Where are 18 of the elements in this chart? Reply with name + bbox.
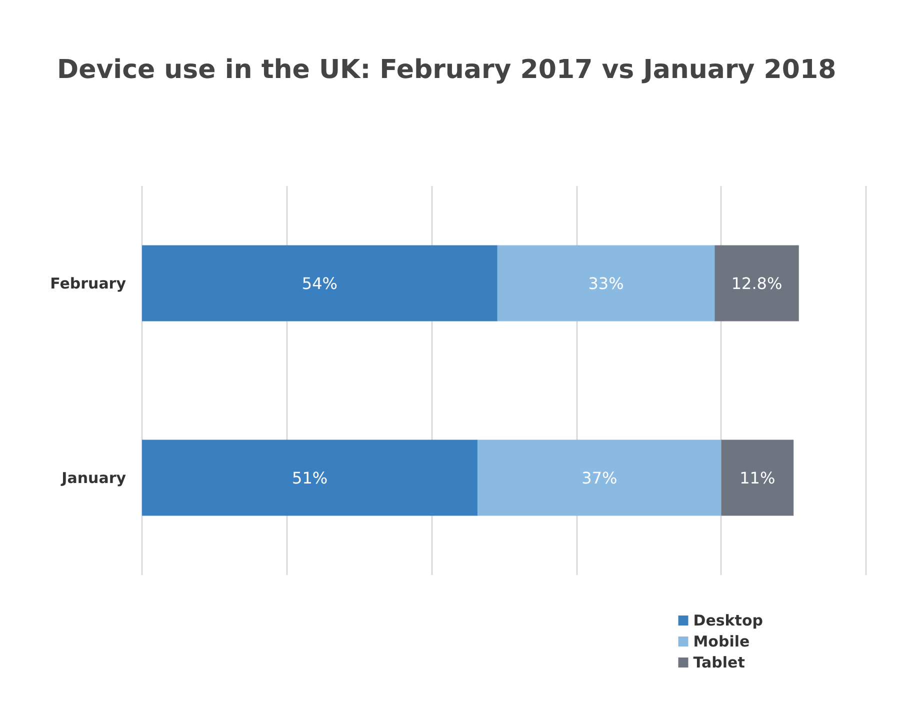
data-label: 12.8%: [731, 274, 782, 293]
data-label: 11%: [740, 468, 776, 488]
legend-label: Tablet: [693, 654, 745, 672]
data-label: 37%: [582, 468, 618, 488]
data-label: 51%: [292, 468, 328, 488]
legend-label: Desktop: [693, 612, 764, 630]
data-label: 33%: [588, 274, 624, 293]
bar: [478, 440, 722, 516]
bar: [721, 440, 794, 516]
chart-title: Device use in the UK: February 2017 vs January 2018: [57, 55, 836, 85]
bar: [142, 440, 478, 516]
y-tick-label: February: [50, 274, 126, 292]
bar: [142, 245, 498, 322]
legend-label: Mobile: [693, 632, 750, 650]
bar: [497, 245, 715, 322]
bar: [714, 245, 799, 322]
y-tick-label: January: [60, 468, 126, 487]
data-label: 54%: [302, 274, 338, 293]
